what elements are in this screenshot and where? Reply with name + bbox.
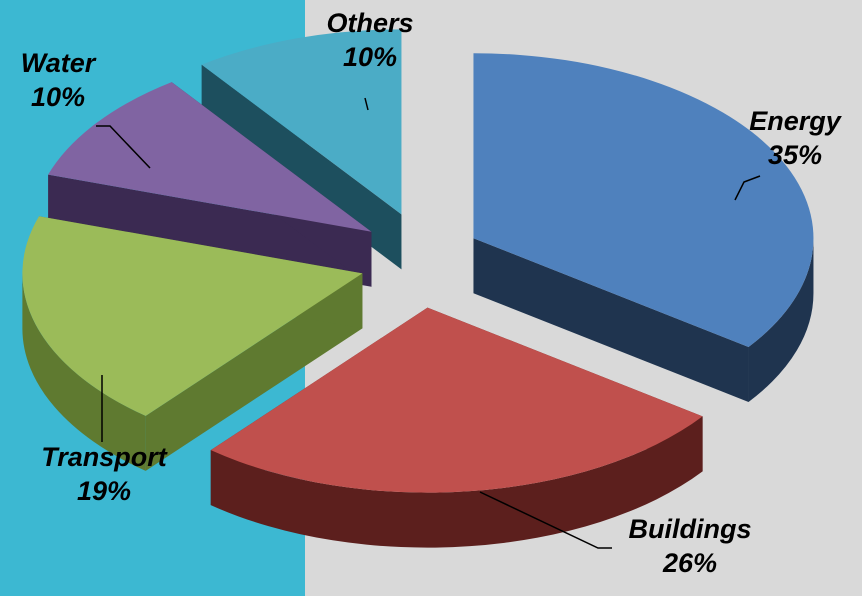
slice-buildings-rim <box>210 416 703 548</box>
leader-line-energy <box>734 175 761 201</box>
slice-transport-wall-start <box>145 273 363 471</box>
label-energy: Energy 35% <box>728 104 862 172</box>
leader-line-water <box>96 125 151 169</box>
slice-energy-wall-end <box>473 238 749 402</box>
slice-transport <box>22 216 363 471</box>
slice-buildings-top <box>210 307 703 493</box>
slice-buildings <box>210 307 703 548</box>
slice-energy-top <box>473 53 814 347</box>
label-others-name: Others <box>326 8 414 38</box>
slice-transport-rim <box>22 273 146 471</box>
label-transport-pct: 19% <box>76 476 132 506</box>
label-transport: Transport 19% <box>14 440 194 508</box>
leader-line-others <box>364 97 369 111</box>
label-others: Others 10% <box>300 6 440 74</box>
slice-transport-top <box>22 216 363 416</box>
slice-water <box>48 82 372 287</box>
slice-water-top <box>48 82 372 232</box>
label-water: Water 10% <box>8 46 108 114</box>
label-water-name: Water <box>20 48 96 78</box>
label-buildings-pct: 26% <box>662 548 718 578</box>
label-energy-pct: 35% <box>767 140 823 170</box>
slice-water-wall-start <box>48 174 372 287</box>
label-buildings: Buildings 26% <box>602 512 778 580</box>
slice-others-top <box>201 29 402 215</box>
label-energy-name: Energy <box>749 106 841 136</box>
label-water-pct: 10% <box>30 82 86 112</box>
slice-energy-rim <box>748 238 814 402</box>
slice-energy <box>473 53 814 402</box>
label-buildings-name: Buildings <box>628 514 752 544</box>
leader-line-buildings <box>479 491 612 549</box>
label-transport-name: Transport <box>41 442 167 472</box>
label-others-pct: 10% <box>342 42 398 72</box>
